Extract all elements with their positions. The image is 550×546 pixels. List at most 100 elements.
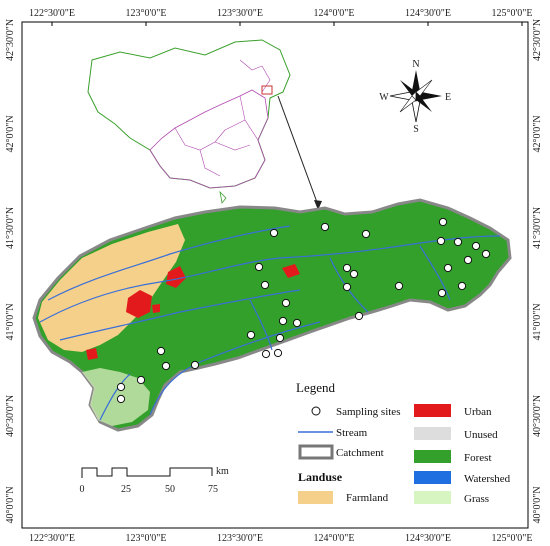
bottom-tick-label: 125°0'0"E: [492, 533, 533, 544]
legend-farmland-swatch: [298, 491, 333, 504]
legend-catchment-symbol: [298, 444, 334, 460]
legend-item-label: Stream: [336, 427, 368, 439]
legend-unused-swatch: [414, 427, 451, 440]
sampling-site: [361, 229, 371, 239]
bottom-tick-label: 123°0'0"E: [126, 533, 167, 544]
grass-area: [82, 368, 150, 426]
sampling-site: [281, 298, 291, 308]
right-tick-label: 40°0'0"N: [532, 486, 543, 523]
bottom-tick-label: 124°0'0"E: [314, 533, 355, 544]
compass-n-label: N: [412, 59, 419, 70]
bottom-tick-labels: 122°30'0"E 123°0'0"E 123°30'0"E 124°0'0"…: [29, 533, 533, 544]
sampling-site: [190, 360, 200, 370]
top-tick-label: 124°0'0"E: [314, 8, 355, 19]
sampling-site: [136, 375, 146, 385]
china-inset-map: [87, 39, 291, 204]
sampling-site: [161, 361, 171, 371]
sampling-site: [260, 280, 270, 290]
sampling-site: [471, 241, 481, 251]
sampling-site: [254, 262, 264, 272]
sampling-site: [342, 263, 352, 273]
legend-urban-swatch: [414, 404, 451, 417]
legend-grass-swatch: [414, 491, 451, 504]
top-tick-label: 122°30'0"E: [29, 8, 75, 19]
left-tick-labels: 42°30'0"N 42°0'0"N 41°30'0"N 41°0'0"N 40…: [5, 19, 16, 524]
sampling-site: [273, 348, 283, 358]
compass-w-label: W: [379, 92, 389, 103]
bottom-tick-label: 123°30'0"E: [217, 533, 263, 544]
legend-site-symbol: [311, 406, 321, 416]
right-tick-label: 42°0'0"N: [532, 115, 543, 152]
sampling-site: [246, 330, 256, 340]
scale-unit: km: [216, 466, 229, 477]
sampling-site: [275, 333, 285, 343]
north-arrow-icon: N S W E: [379, 59, 451, 135]
bottom-tick-label: 124°30'0"E: [405, 533, 451, 544]
left-tick-label: 40°0'0"N: [5, 486, 16, 523]
scale-bar: 0 25 50 75 km: [80, 466, 230, 495]
left-tick-label: 42°30'0"N: [5, 19, 16, 61]
scale-label: 0: [80, 484, 85, 495]
left-tick-label: 40°30'0"N: [5, 395, 16, 437]
top-tick-label: 125°0'0"E: [492, 8, 533, 19]
sampling-site: [437, 288, 447, 298]
left-tick-label: 42°0'0"N: [5, 115, 16, 152]
legend-item-label: Unused: [464, 429, 498, 441]
legend-item-label: Grass: [464, 493, 489, 505]
scale-label: 25: [121, 484, 131, 495]
sampling-site: [457, 281, 467, 291]
sampling-site: [481, 249, 491, 259]
compass-e-label: E: [445, 92, 451, 103]
compass-s-label: S: [413, 124, 419, 135]
top-tick-label: 124°30'0"E: [405, 8, 451, 19]
right-tick-label: 41°0'0"N: [532, 303, 543, 340]
legend-watershed-swatch: [414, 471, 451, 484]
top-tick-labels: 122°30'0"E 123°0'0"E 123°30'0"E 124°0'0"…: [29, 8, 533, 26]
sampling-site: [438, 217, 448, 227]
legend-item-label: Urban: [464, 406, 492, 418]
sampling-site: [394, 281, 404, 291]
legend-item-label: Catchment: [336, 447, 384, 459]
legend-item-label: Sampling sites: [336, 406, 400, 418]
legend-forest-swatch: [414, 450, 451, 463]
sampling-site: [278, 316, 288, 326]
sampling-site: [156, 346, 166, 356]
scale-label: 75: [208, 484, 218, 495]
legend-title: Legend: [296, 380, 335, 395]
right-tick-label: 42°30'0"N: [532, 19, 543, 61]
scale-label: 50: [165, 484, 175, 495]
bottom-tick-label: 122°30'0"E: [29, 533, 75, 544]
streams: [39, 225, 501, 421]
sampling-site: [342, 282, 352, 292]
left-tick-label: 41°0'0"N: [5, 303, 16, 340]
urban-areas: [86, 264, 300, 360]
farmland-area: [38, 224, 185, 352]
catchment-map: [32, 198, 512, 432]
top-tick-label: 123°30'0"E: [217, 8, 263, 19]
sampling-site: [443, 263, 453, 273]
sampling-site: [116, 382, 126, 392]
sampling-site: [116, 394, 126, 404]
sampling-site: [436, 236, 446, 246]
legend-item-label: Watershed: [464, 473, 511, 485]
sampling-site: [349, 269, 359, 279]
sampling-site: [463, 255, 473, 265]
legend-item-label: Forest: [464, 452, 492, 464]
sampling-site: [261, 349, 271, 359]
inset-pointer-arrow: [277, 95, 322, 210]
right-tick-label: 40°30'0"N: [532, 395, 543, 437]
sampling-site: [292, 318, 302, 328]
sampling-site: [354, 311, 364, 321]
sampling-site: [320, 222, 330, 232]
left-tick-label: 41°30'0"N: [5, 207, 16, 249]
landuse-title: Landuse: [298, 470, 343, 484]
top-tick-label: 123°0'0"E: [126, 8, 167, 19]
right-tick-labels: 42°30'0"N 42°0'0"N 41°30'0"N 41°0'0"N 40…: [532, 19, 543, 524]
sampling-sites: [116, 217, 491, 404]
sampling-site: [453, 237, 463, 247]
sampling-site: [269, 228, 279, 238]
legend-item-label: Farmland: [346, 492, 389, 504]
right-tick-label: 41°30'0"N: [532, 207, 543, 249]
legend: Legend Sampling sites Stream Catchment L…: [296, 380, 511, 505]
